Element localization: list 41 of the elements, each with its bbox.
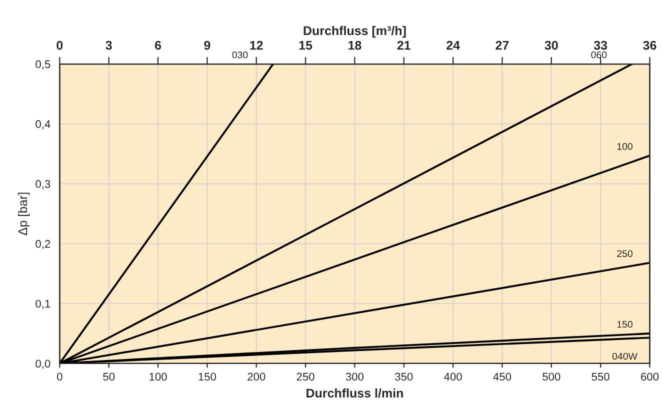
x2-tick-label: 12 — [250, 40, 263, 50]
x-tick-label: 50 — [103, 372, 115, 381]
x-tick-label: 350 — [395, 372, 413, 381]
x-axis-title: Durchfluss l/min — [306, 388, 403, 398]
x-tick-label: 450 — [493, 372, 512, 381]
x2-tick-label: 21 — [397, 40, 410, 50]
x2-tick-label: 0 — [56, 40, 63, 50]
x-tick-label: 300 — [346, 372, 364, 381]
text: 030 — [232, 51, 248, 58]
x-tick-label: 550 — [592, 372, 610, 381]
y-tick-label: 0,1 — [36, 300, 50, 310]
x2-tick-label: 18 — [348, 40, 362, 50]
x2-tick-label: 9 — [204, 40, 210, 50]
x-tick-label: 200 — [248, 372, 266, 381]
x2-tick-label: 6 — [154, 40, 162, 50]
series-label: 150 — [617, 320, 632, 328]
x-tick-label: 600 — [641, 372, 659, 381]
x2-tick-label: 36 — [643, 40, 656, 50]
x2-axis-title: Durchfluss [m³/h] — [304, 26, 406, 38]
x2-tick-label: 15 — [299, 41, 312, 50]
y-tick-label: 0,0 — [36, 360, 50, 369]
y-tick-label: 0,4 — [36, 120, 50, 130]
y-axis-title: Δp [bar] — [18, 192, 30, 236]
series-label: 060 — [591, 51, 607, 58]
y-tick-label: 0,3 — [36, 180, 50, 190]
x2-tick-label: 33 — [594, 40, 608, 50]
x2-tick-label: 24 — [446, 40, 460, 50]
x-tick-label: 500 — [542, 372, 560, 381]
y-tick-label: 0,2 — [36, 240, 50, 250]
x-tick-label: 400 — [444, 372, 462, 381]
series-label: 040W — [612, 352, 638, 360]
series-label: 250 — [617, 250, 632, 258]
series-label: 100 — [617, 143, 632, 150]
x-tick-label: 150 — [198, 372, 216, 381]
y-tick-label: 0,5 — [36, 60, 50, 70]
x-tick-label: 0 — [57, 372, 62, 381]
x2-tick-label: 3 — [106, 40, 112, 50]
x-tick-label: 250 — [296, 372, 314, 381]
x2-tick-label: 30 — [544, 40, 558, 50]
x2-tick-label: 27 — [496, 40, 509, 50]
x-tick-label: 100 — [150, 372, 167, 381]
